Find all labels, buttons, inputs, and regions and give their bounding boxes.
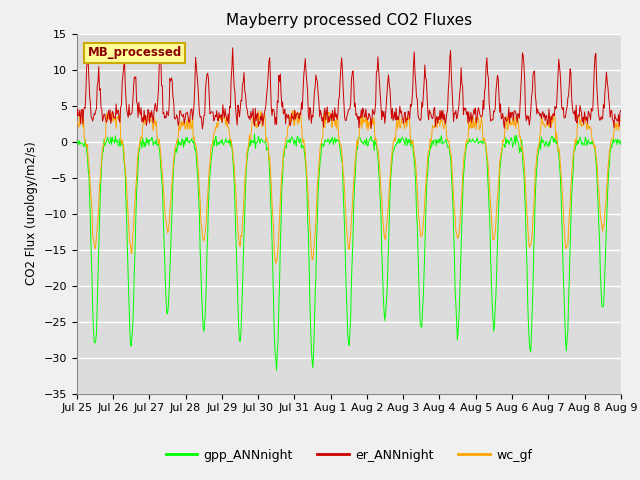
Text: MB_processed: MB_processed	[88, 46, 182, 59]
Y-axis label: CO2 Flux (urology/m2/s): CO2 Flux (urology/m2/s)	[25, 142, 38, 286]
Title: Mayberry processed CO2 Fluxes: Mayberry processed CO2 Fluxes	[226, 13, 472, 28]
Legend: gpp_ANNnight, er_ANNnight, wc_gf: gpp_ANNnight, er_ANNnight, wc_gf	[161, 444, 537, 467]
